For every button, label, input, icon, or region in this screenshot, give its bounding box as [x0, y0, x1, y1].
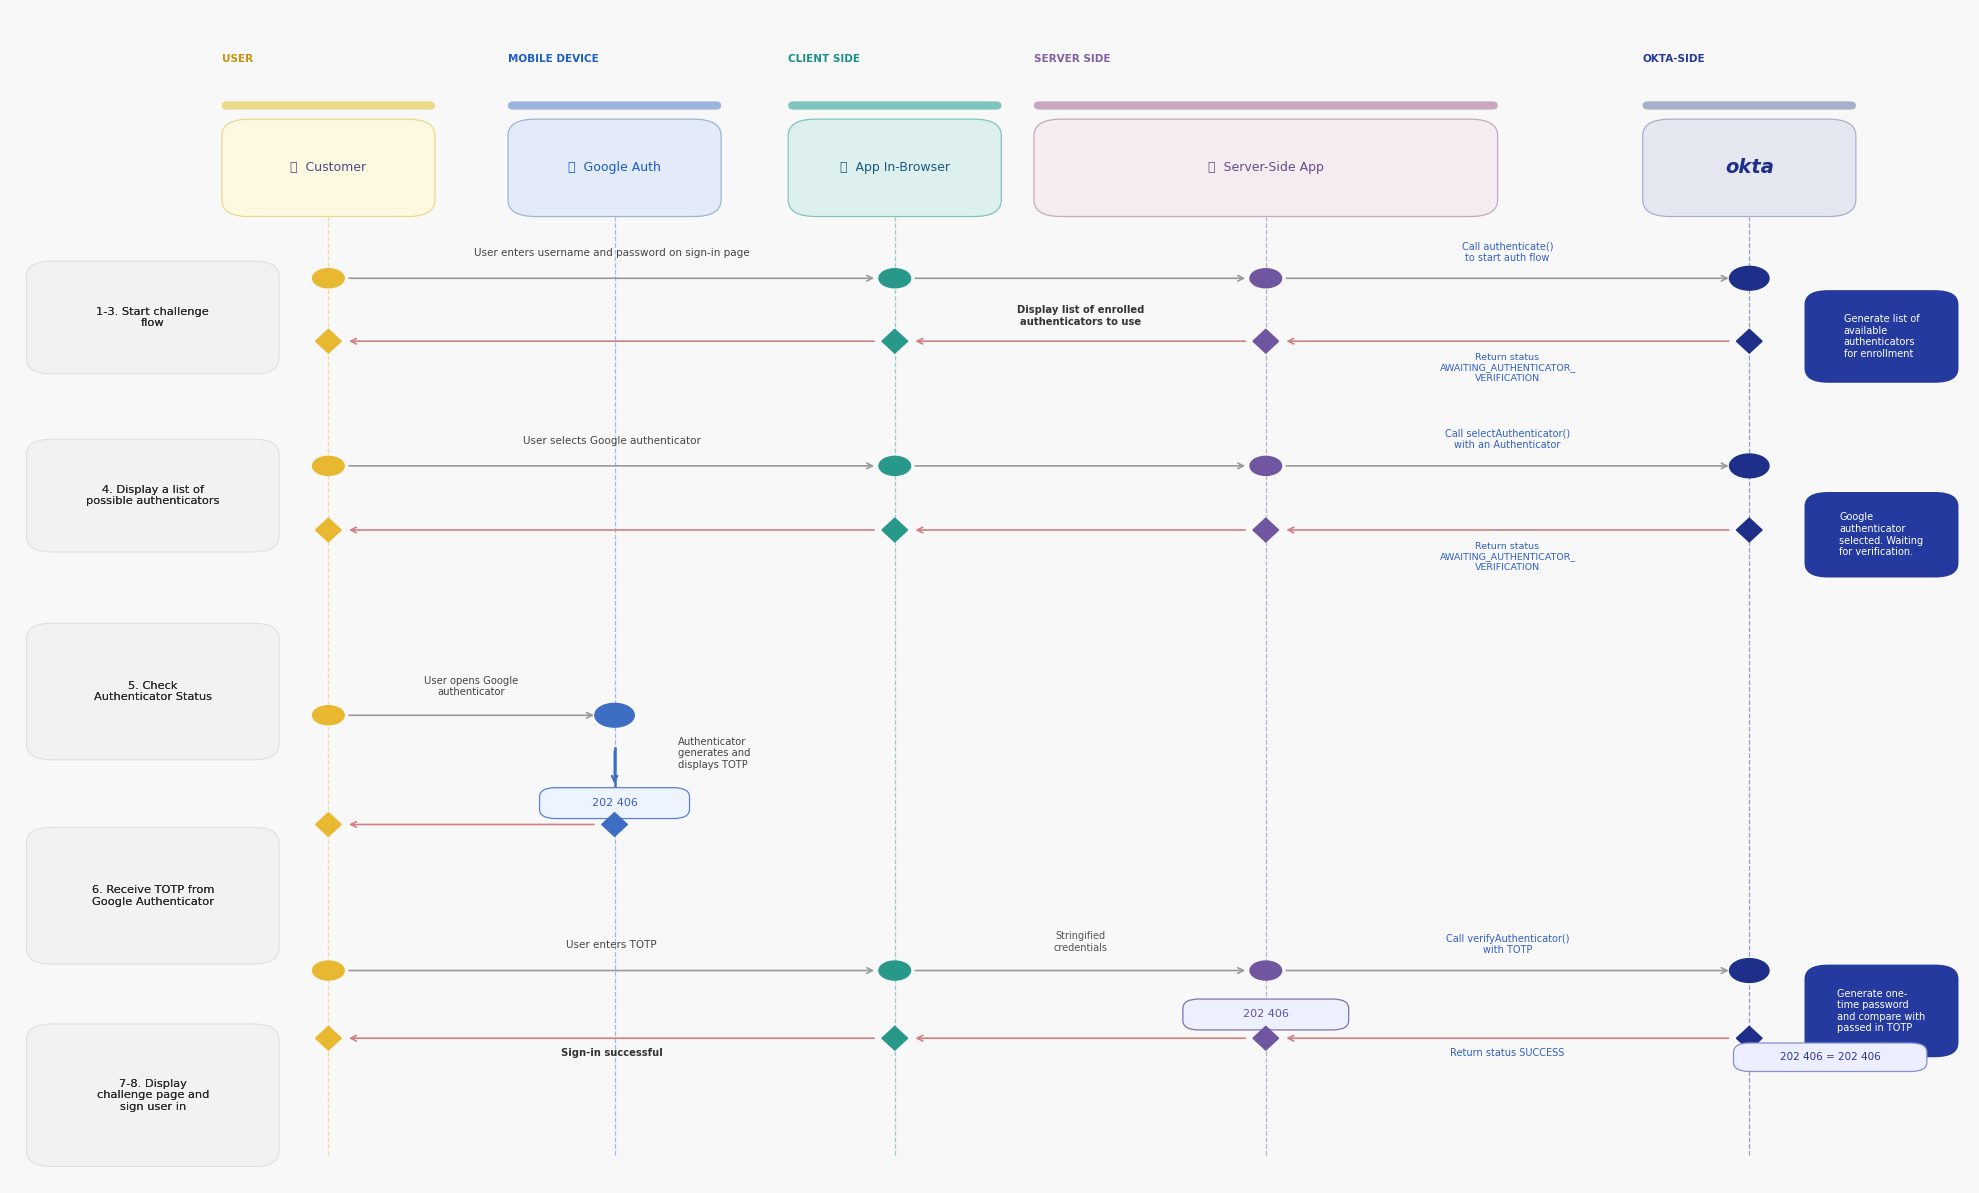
Circle shape — [313, 706, 344, 724]
Polygon shape — [315, 812, 340, 836]
Text: 5. Check
Authenticator Status: 5. Check Authenticator Status — [93, 681, 212, 703]
Text: Authenticator
generates and
displays TOTP: Authenticator generates and displays TOT… — [677, 736, 750, 769]
Text: 👤  Customer: 👤 Customer — [291, 161, 366, 174]
Text: Call verifyAuthenticator()
with TOTP: Call verifyAuthenticator() with TOTP — [1447, 933, 1569, 956]
Text: 1-3. Start challenge
flow: 1-3. Start challenge flow — [97, 307, 210, 328]
Text: Call authenticate()
to start auth flow: Call authenticate() to start auth flow — [1462, 241, 1554, 262]
Text: 🔰  Google Auth: 🔰 Google Auth — [568, 161, 661, 174]
Text: CLIENT SIDE: CLIENT SIDE — [788, 54, 861, 63]
Text: 6. Receive TOTP from
Google Authenticator: 6. Receive TOTP from Google Authenticato… — [91, 885, 214, 907]
Text: User enters username and password on sign-in page: User enters username and password on sig… — [473, 248, 750, 258]
Circle shape — [313, 962, 344, 979]
Text: User enters TOTP: User enters TOTP — [566, 940, 657, 951]
Circle shape — [1730, 266, 1769, 290]
FancyBboxPatch shape — [26, 439, 279, 552]
Text: User selects Google authenticator: User selects Google authenticator — [522, 435, 701, 446]
Text: 7-8. Display
challenge page and
sign user in: 7-8. Display challenge page and sign use… — [97, 1078, 210, 1112]
FancyBboxPatch shape — [222, 101, 435, 110]
FancyBboxPatch shape — [1805, 965, 1959, 1057]
FancyBboxPatch shape — [1805, 290, 1959, 383]
Polygon shape — [315, 518, 340, 542]
Text: USER: USER — [222, 54, 253, 63]
Circle shape — [879, 962, 910, 979]
Circle shape — [596, 704, 635, 727]
Text: SERVER SIDE: SERVER SIDE — [1033, 54, 1110, 63]
FancyBboxPatch shape — [26, 261, 279, 373]
FancyBboxPatch shape — [26, 1024, 279, 1167]
Circle shape — [1251, 457, 1282, 475]
FancyBboxPatch shape — [1183, 999, 1348, 1030]
Polygon shape — [1736, 1026, 1761, 1050]
Text: 202 406: 202 406 — [1243, 1009, 1288, 1020]
Text: Stringified
credentials: Stringified credentials — [1053, 931, 1108, 953]
FancyBboxPatch shape — [1734, 1043, 1928, 1071]
Circle shape — [879, 457, 910, 475]
FancyBboxPatch shape — [26, 828, 279, 964]
FancyBboxPatch shape — [1033, 101, 1498, 110]
FancyBboxPatch shape — [1805, 492, 1959, 577]
FancyBboxPatch shape — [509, 101, 720, 110]
Text: 202 406 = 202 406: 202 406 = 202 406 — [1779, 1052, 1880, 1062]
Text: Generate one-
time password
and compare with
passed in TOTP: Generate one- time password and compare … — [1837, 989, 1926, 1033]
Text: Display list of enrolled
authenticators to use: Display list of enrolled authenticators … — [1017, 305, 1144, 327]
FancyBboxPatch shape — [540, 787, 689, 818]
Polygon shape — [1253, 518, 1278, 542]
Circle shape — [313, 268, 344, 288]
FancyBboxPatch shape — [788, 101, 1001, 110]
Text: okta: okta — [1726, 159, 1773, 178]
Text: Generate list of
available
authenticators
for enrollment: Generate list of available authenticator… — [1844, 314, 1920, 359]
FancyBboxPatch shape — [26, 623, 279, 760]
FancyBboxPatch shape — [1033, 119, 1498, 216]
Text: 5. Check
Authenticator Status: 5. Check Authenticator Status — [93, 681, 212, 703]
Text: 1-3. Start challenge
flow: 1-3. Start challenge flow — [97, 307, 210, 328]
Text: 4. Display a list of
possible authenticators: 4. Display a list of possible authentica… — [85, 484, 220, 506]
Text: Google
authenticator
selected. Waiting
for verification.: Google authenticator selected. Waiting f… — [1838, 512, 1924, 557]
Text: User opens Google
authenticator: User opens Google authenticator — [424, 675, 518, 698]
FancyBboxPatch shape — [1643, 119, 1856, 216]
FancyBboxPatch shape — [509, 119, 720, 216]
Polygon shape — [1253, 329, 1278, 353]
Polygon shape — [602, 812, 627, 836]
Text: Return status SUCCESS: Return status SUCCESS — [1451, 1047, 1565, 1058]
Text: MOBILE DEVICE: MOBILE DEVICE — [509, 54, 600, 63]
Polygon shape — [1736, 518, 1761, 542]
Text: 🖥  Server-Side App: 🖥 Server-Side App — [1207, 161, 1324, 174]
FancyBboxPatch shape — [1643, 101, 1856, 110]
Text: Call selectAuthenticator()
with an Authenticator: Call selectAuthenticator() with an Authe… — [1445, 428, 1569, 451]
Text: Return status
AWAITING_AUTHENTICATOR_
VERIFICATION: Return status AWAITING_AUTHENTICATOR_ VE… — [1439, 353, 1575, 383]
Polygon shape — [883, 518, 908, 542]
Text: 7-8. Display
challenge page and
sign user in: 7-8. Display challenge page and sign use… — [97, 1078, 210, 1112]
Text: Sign-in successful: Sign-in successful — [560, 1047, 663, 1058]
Circle shape — [1730, 959, 1769, 982]
Circle shape — [1251, 962, 1282, 979]
FancyBboxPatch shape — [788, 119, 1001, 216]
Circle shape — [1730, 455, 1769, 477]
Polygon shape — [1736, 329, 1761, 353]
Circle shape — [879, 268, 910, 288]
Polygon shape — [883, 1026, 908, 1050]
FancyBboxPatch shape — [222, 119, 435, 216]
Polygon shape — [315, 1026, 340, 1050]
Text: 4. Display a list of
possible authenticators: 4. Display a list of possible authentica… — [85, 484, 220, 506]
Polygon shape — [315, 329, 340, 353]
Text: 6. Receive TOTP from
Google Authenticator: 6. Receive TOTP from Google Authenticato… — [91, 885, 214, 907]
Text: 202 406: 202 406 — [592, 798, 637, 808]
Polygon shape — [1253, 1026, 1278, 1050]
Circle shape — [313, 457, 344, 475]
Text: OKTA-SIDE: OKTA-SIDE — [1643, 54, 1706, 63]
Text: Return status
AWAITING_AUTHENTICATOR_
VERIFICATION: Return status AWAITING_AUTHENTICATOR_ VE… — [1439, 542, 1575, 571]
Circle shape — [1251, 268, 1282, 288]
Polygon shape — [883, 329, 908, 353]
Text: 💻  App In-Browser: 💻 App In-Browser — [839, 161, 950, 174]
